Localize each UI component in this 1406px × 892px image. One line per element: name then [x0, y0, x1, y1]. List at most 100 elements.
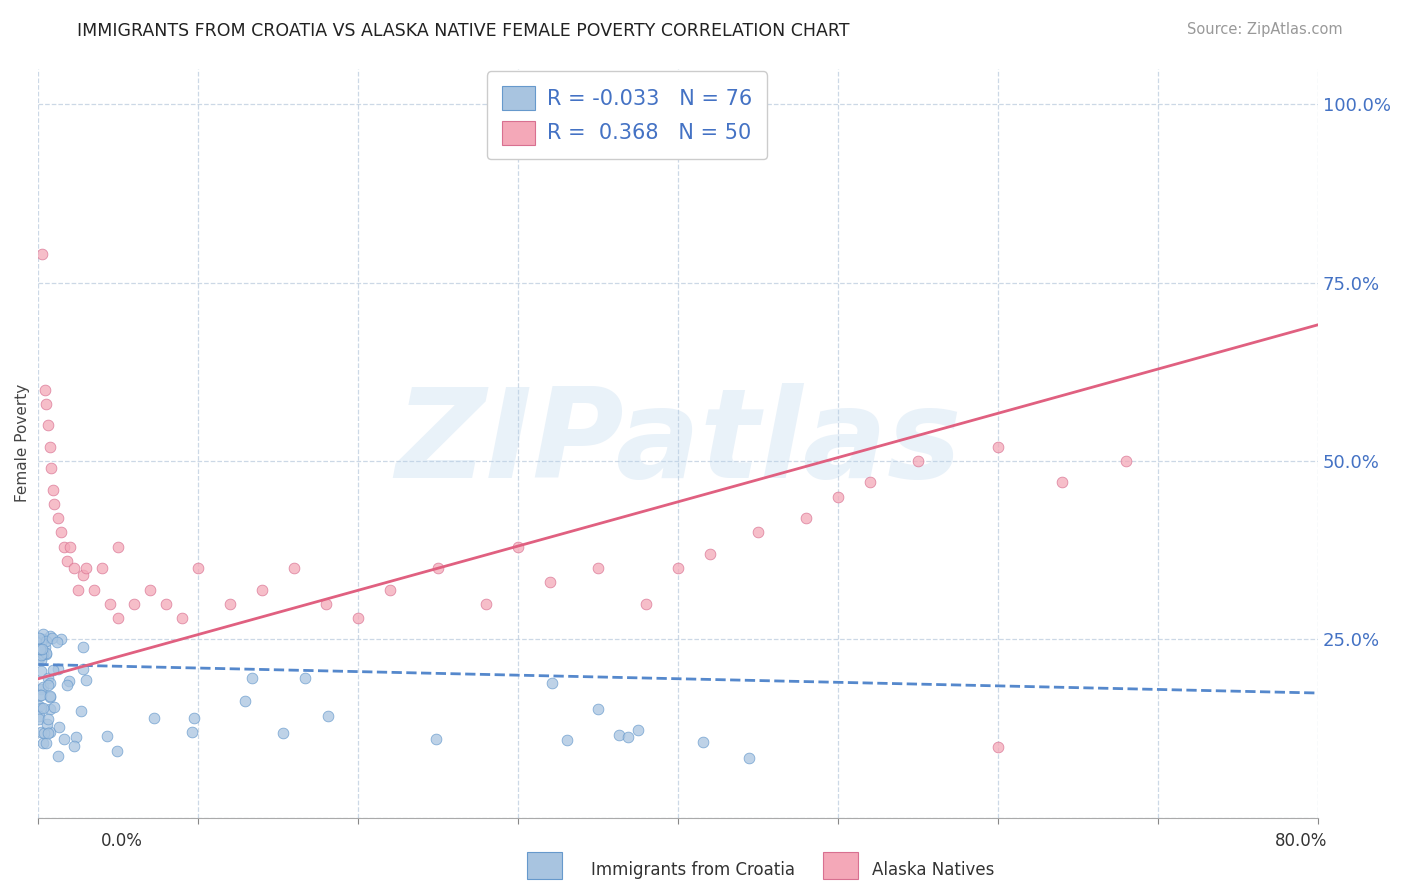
- Point: [62, 561, 84, 575]
- Point: [37, 672, 59, 686]
- Point: [105, 743, 128, 757]
- Point: [139, 582, 162, 597]
- Point: [30, 701, 52, 715]
- Point: [72, 640, 94, 655]
- Point: [30, 682, 52, 697]
- Point: [541, 676, 564, 690]
- Point: [67, 582, 90, 597]
- Point: [48, 720, 70, 734]
- Point: [142, 711, 165, 725]
- Point: [35, 717, 58, 731]
- Point: [692, 735, 714, 749]
- Point: [617, 730, 640, 744]
- Point: [39, 689, 62, 703]
- Point: [347, 611, 370, 625]
- Point: [70, 705, 93, 719]
- FancyBboxPatch shape: [527, 852, 562, 879]
- Point: [35, 647, 58, 661]
- Point: [30, 725, 52, 739]
- Point: [32, 647, 55, 661]
- Point: [91, 561, 114, 575]
- Point: [39, 725, 62, 739]
- Point: [39, 676, 62, 690]
- Point: [380, 582, 402, 597]
- Point: [46, 635, 69, 649]
- Point: [557, 733, 579, 747]
- Point: [233, 693, 256, 707]
- Point: [124, 597, 146, 611]
- Point: [35, 633, 58, 648]
- Point: [294, 671, 316, 685]
- Point: [42, 483, 65, 497]
- Point: [32, 701, 55, 715]
- Point: [427, 561, 450, 575]
- Point: [107, 611, 129, 625]
- Point: [35, 736, 58, 750]
- Point: [37, 726, 59, 740]
- Point: [586, 561, 609, 575]
- Point: [38, 440, 60, 454]
- Point: [747, 525, 769, 540]
- Point: [28, 712, 51, 726]
- Point: [155, 597, 177, 611]
- Point: [1050, 475, 1073, 490]
- Point: [987, 440, 1010, 454]
- Point: [859, 475, 882, 490]
- Point: [699, 547, 721, 561]
- Point: [49, 525, 72, 540]
- Point: [183, 711, 205, 725]
- Point: [252, 582, 274, 597]
- Point: [75, 673, 97, 687]
- Point: [107, 540, 129, 554]
- Point: [1115, 454, 1137, 468]
- Point: [636, 597, 658, 611]
- Point: [607, 728, 630, 742]
- Point: [586, 701, 609, 715]
- Point: [28, 642, 51, 657]
- Point: [30, 688, 52, 702]
- Point: [172, 611, 194, 625]
- Point: [240, 672, 263, 686]
- Point: [38, 629, 60, 643]
- Point: [58, 674, 80, 689]
- Point: [46, 749, 69, 764]
- Point: [59, 540, 82, 554]
- Point: [98, 597, 121, 611]
- Point: [56, 554, 79, 568]
- Text: 80.0%: 80.0%: [1275, 831, 1327, 849]
- Point: [316, 709, 339, 723]
- Text: Alaska Natives: Alaska Natives: [872, 861, 994, 879]
- Point: [46, 662, 69, 676]
- Legend: R = -0.033   N = 76, R =  0.368   N = 50: R = -0.033 N = 76, R = 0.368 N = 50: [486, 71, 768, 159]
- Point: [42, 700, 65, 714]
- Point: [28, 709, 51, 723]
- Point: [738, 750, 761, 764]
- Point: [30, 635, 52, 649]
- Point: [31, 247, 53, 261]
- Point: [34, 383, 56, 397]
- Point: [63, 739, 86, 753]
- Point: [28, 632, 51, 646]
- Point: [283, 561, 305, 575]
- Point: [72, 662, 94, 676]
- Point: [31, 680, 53, 694]
- Point: [28, 641, 51, 656]
- Point: [34, 640, 56, 654]
- Point: [72, 568, 94, 582]
- Point: [51, 632, 73, 646]
- Point: [35, 397, 58, 411]
- Point: [28, 699, 51, 714]
- Point: [827, 490, 849, 504]
- Point: [987, 739, 1010, 754]
- Point: [44, 497, 66, 511]
- Point: [32, 626, 55, 640]
- Point: [219, 597, 242, 611]
- Point: [52, 540, 75, 554]
- Point: [32, 632, 55, 647]
- Point: [538, 575, 561, 590]
- Point: [32, 726, 55, 740]
- Text: Immigrants from Croatia: Immigrants from Croatia: [591, 861, 794, 879]
- Point: [27, 651, 49, 665]
- Point: [30, 648, 52, 662]
- Point: [65, 730, 87, 744]
